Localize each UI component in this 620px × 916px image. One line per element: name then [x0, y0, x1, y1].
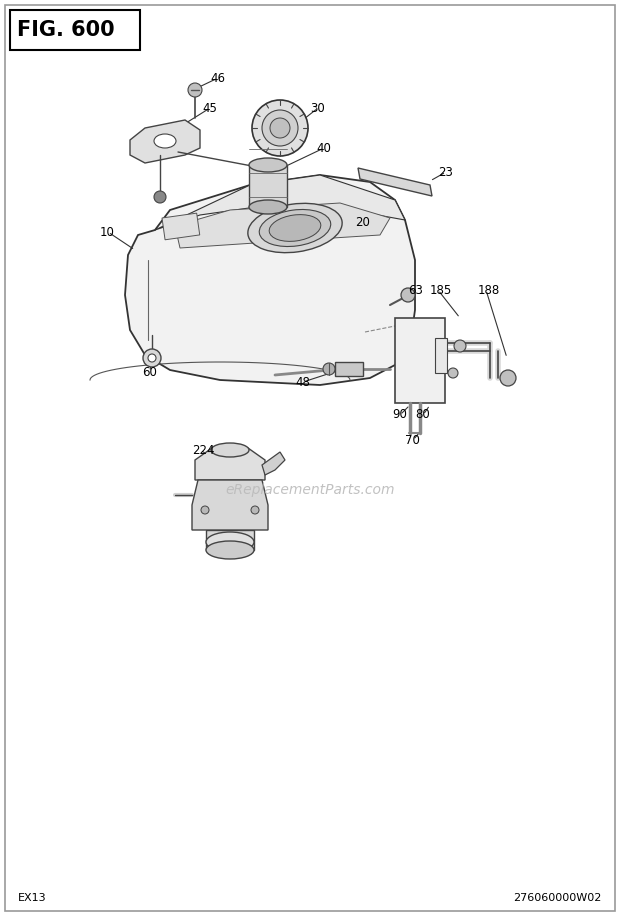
Circle shape — [262, 110, 298, 146]
Text: 276060000W02: 276060000W02 — [513, 893, 602, 903]
Circle shape — [401, 288, 415, 302]
Bar — [206, 530, 254, 550]
Ellipse shape — [249, 200, 287, 214]
Text: 60: 60 — [142, 365, 157, 378]
Ellipse shape — [269, 214, 321, 242]
Circle shape — [148, 354, 156, 362]
Circle shape — [201, 506, 209, 514]
Circle shape — [448, 368, 458, 378]
Text: 90: 90 — [392, 409, 407, 421]
Circle shape — [323, 363, 335, 375]
Circle shape — [188, 83, 202, 97]
Text: 63: 63 — [408, 283, 423, 297]
Ellipse shape — [248, 203, 342, 253]
Circle shape — [454, 340, 466, 352]
Circle shape — [500, 370, 516, 386]
Circle shape — [251, 506, 259, 514]
Ellipse shape — [154, 134, 176, 148]
Circle shape — [252, 100, 308, 156]
Text: eReplacementParts.com: eReplacementParts.com — [225, 483, 395, 497]
Ellipse shape — [211, 443, 249, 457]
PathPatch shape — [175, 203, 390, 248]
Text: 45: 45 — [202, 102, 217, 114]
Bar — [249, 165, 287, 207]
Text: 70: 70 — [405, 433, 420, 446]
Polygon shape — [195, 448, 265, 480]
Ellipse shape — [206, 532, 254, 552]
Ellipse shape — [259, 210, 330, 246]
Ellipse shape — [206, 541, 254, 559]
Text: 23: 23 — [438, 166, 453, 179]
Text: 185: 185 — [430, 283, 452, 297]
Text: 10: 10 — [100, 225, 115, 238]
Ellipse shape — [249, 158, 287, 172]
Text: FIG. 600: FIG. 600 — [17, 20, 115, 40]
Bar — [335, 362, 363, 376]
Bar — [162, 213, 200, 240]
Polygon shape — [358, 168, 432, 196]
Circle shape — [270, 118, 290, 138]
Polygon shape — [130, 120, 200, 163]
Text: 80: 80 — [415, 409, 430, 421]
Text: 46: 46 — [210, 71, 225, 84]
Text: 188: 188 — [478, 283, 500, 297]
Bar — [435, 338, 447, 373]
PathPatch shape — [125, 175, 415, 385]
Polygon shape — [192, 480, 268, 530]
PathPatch shape — [155, 175, 405, 230]
FancyBboxPatch shape — [10, 10, 140, 50]
Circle shape — [154, 191, 166, 203]
Text: 40: 40 — [316, 141, 331, 155]
Polygon shape — [262, 452, 285, 475]
Text: 48: 48 — [295, 376, 310, 388]
Circle shape — [143, 349, 161, 367]
Text: 224: 224 — [192, 443, 215, 456]
Bar — [395, 318, 445, 403]
Text: 30: 30 — [310, 102, 325, 114]
Text: 20: 20 — [355, 215, 370, 228]
Text: EX13: EX13 — [18, 893, 46, 903]
